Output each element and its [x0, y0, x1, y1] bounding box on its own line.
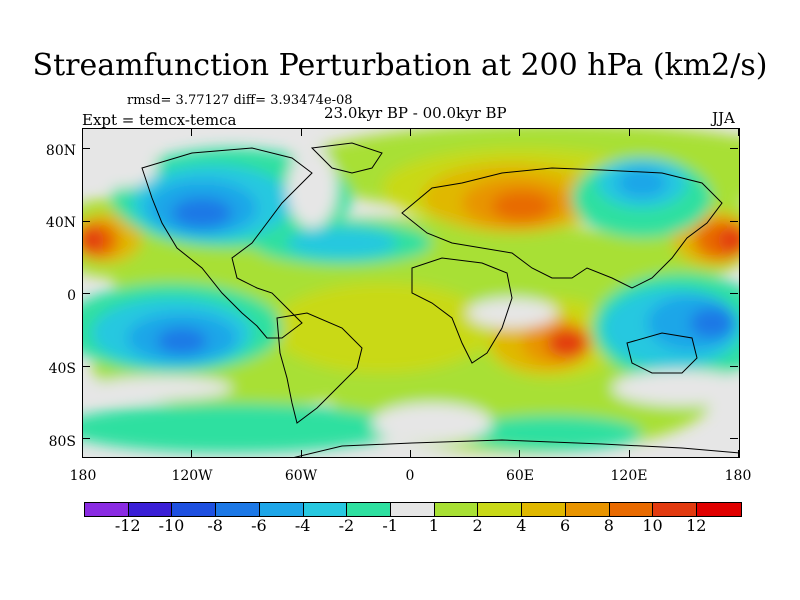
colorbar-box	[172, 503, 217, 516]
streamfunction-map	[82, 128, 740, 458]
colorbar-label: -2	[338, 516, 355, 535]
colorbar-box	[216, 503, 260, 516]
colorbar-label: -8	[207, 516, 223, 535]
colorbar-box	[522, 503, 566, 516]
colorbar-label: -10	[158, 516, 185, 535]
colorbar-box	[653, 503, 698, 516]
lon-label-60e: 60E	[505, 468, 535, 484]
lon-label-180e: 180	[724, 468, 752, 484]
season-label: JJA	[712, 109, 735, 127]
colorbar-box	[609, 503, 654, 516]
colorbar-label: 2	[472, 516, 483, 535]
colorbar-box	[391, 503, 435, 516]
colorbar-label: -12	[114, 516, 141, 535]
colorbar-label: -1	[382, 516, 398, 535]
coastlines	[141, 142, 740, 458]
lat-label-80n: 80N	[45, 143, 76, 159]
colorbar-box	[85, 503, 129, 516]
colorbar	[84, 502, 742, 517]
colorbar-box	[697, 503, 741, 516]
colorbar-box	[303, 503, 348, 516]
colorbar-box	[478, 503, 523, 516]
colorbar-box	[347, 503, 392, 516]
lat-label-40s: 40S	[48, 361, 76, 377]
colorbar-label: 6	[559, 516, 571, 535]
lat-label-0: 0	[67, 288, 76, 304]
perturbation-field	[82, 128, 740, 453]
colorbar-label: 10	[642, 516, 663, 535]
colorbar-label: 8	[603, 516, 614, 535]
colorbar-box	[259, 503, 304, 516]
experiment-label: Expt = temcx-temca	[82, 111, 237, 129]
colorbar-box	[434, 503, 479, 516]
lon-label-0: 0	[405, 468, 415, 484]
colorbar-label: 4	[516, 516, 527, 535]
colorbar-label: -4	[294, 516, 311, 535]
lon-label-180w: 180	[69, 468, 97, 484]
lon-label-60w: 60W	[284, 468, 318, 484]
colorbar-box	[128, 503, 173, 516]
stats-line: rmsd= 3.77127 diff= 3.93474e-08	[127, 93, 353, 108]
period-label: 23.0kyr BP - 00.0kyr BP	[324, 104, 507, 122]
map-title: Streamfunction Perturbation at 200 hPa (…	[32, 48, 768, 83]
lon-label-120e: 120E	[610, 468, 648, 484]
colorbar-label: -6	[251, 516, 267, 535]
lat-label-80s: 80S	[48, 434, 76, 450]
colorbar-box	[565, 503, 610, 516]
colorbar-label: 12	[686, 516, 707, 535]
lon-label-120w: 120W	[171, 468, 213, 484]
lat-label-40n: 40N	[45, 215, 76, 231]
map-canvas	[82, 128, 740, 458]
colorbar-label: 1	[428, 516, 439, 535]
